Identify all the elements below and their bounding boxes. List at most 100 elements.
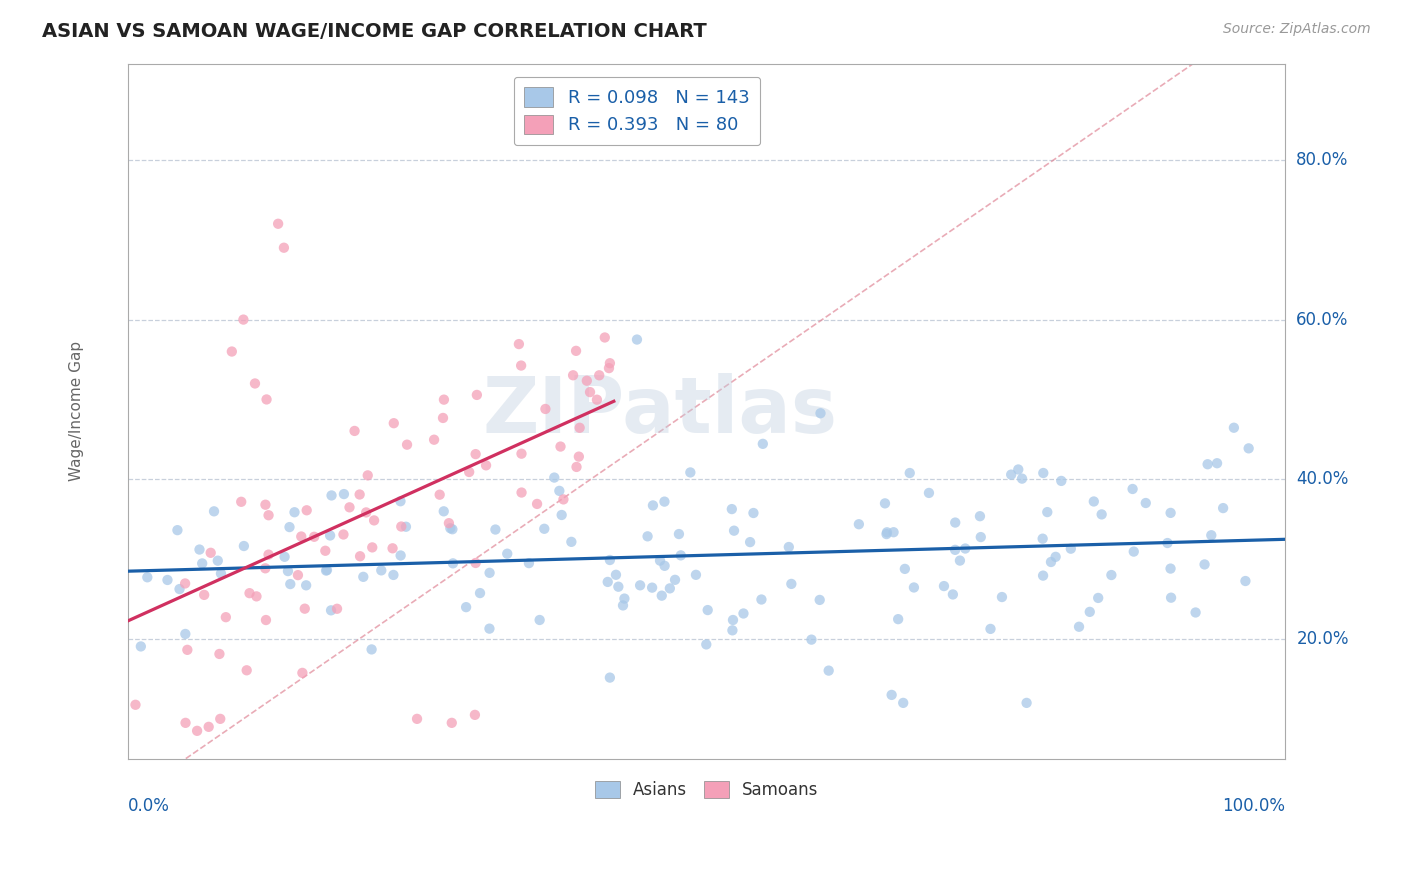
Point <box>254 561 277 575</box>
Point <box>124 698 146 712</box>
Point <box>441 522 464 536</box>
Point <box>437 516 460 531</box>
Point <box>1135 496 1157 510</box>
Point <box>475 458 498 473</box>
Point <box>949 553 972 567</box>
Point <box>588 368 610 383</box>
Point <box>1032 466 1054 480</box>
Text: 80.0%: 80.0% <box>1296 151 1348 169</box>
Point <box>943 542 966 557</box>
Point <box>245 590 267 604</box>
Point <box>654 494 676 508</box>
Point <box>942 587 965 601</box>
Point <box>283 505 305 519</box>
Point <box>464 556 486 570</box>
Text: 20.0%: 20.0% <box>1296 630 1348 648</box>
Point <box>370 563 392 577</box>
Text: Wage/Income Gap: Wage/Income Gap <box>69 342 84 482</box>
Point <box>302 530 325 544</box>
Point <box>267 217 290 231</box>
Point <box>599 356 621 370</box>
Point <box>1212 501 1234 516</box>
Point <box>810 406 832 420</box>
Point <box>1201 528 1223 542</box>
Point <box>243 376 266 391</box>
Point <box>396 438 419 452</box>
Point <box>534 401 557 416</box>
Point <box>232 312 254 326</box>
Point <box>468 586 491 600</box>
Point <box>751 592 773 607</box>
Point <box>186 723 208 738</box>
Point <box>780 577 803 591</box>
Point <box>1050 474 1073 488</box>
Point <box>880 688 903 702</box>
Point <box>543 470 565 484</box>
Point <box>339 500 361 515</box>
Point <box>496 547 519 561</box>
Point <box>333 487 356 501</box>
Point <box>658 582 681 596</box>
Point <box>332 527 354 541</box>
Point <box>478 622 501 636</box>
Point <box>432 411 454 425</box>
Point <box>1223 421 1246 435</box>
Point <box>626 333 648 347</box>
Point <box>1160 591 1182 605</box>
Point <box>1015 696 1038 710</box>
Point <box>232 539 254 553</box>
Point <box>721 624 744 638</box>
Point <box>1087 591 1109 605</box>
Point <box>628 578 651 592</box>
Point <box>294 601 316 615</box>
Point <box>575 374 598 388</box>
Point <box>526 497 548 511</box>
Point <box>1067 620 1090 634</box>
Point <box>1091 508 1114 522</box>
Point <box>918 486 941 500</box>
Point <box>1083 494 1105 508</box>
Point <box>290 529 312 543</box>
Point <box>510 485 533 500</box>
Point <box>979 622 1001 636</box>
Point <box>1160 561 1182 575</box>
Point <box>565 459 588 474</box>
Point <box>389 494 412 508</box>
Point <box>1000 467 1022 482</box>
Point <box>668 527 690 541</box>
Point <box>433 392 456 407</box>
Point <box>1007 462 1029 476</box>
Point <box>654 558 676 573</box>
Point <box>800 632 823 647</box>
Point <box>651 589 673 603</box>
Point <box>1060 541 1083 556</box>
Point <box>1045 549 1067 564</box>
Point <box>970 530 993 544</box>
Point <box>733 607 755 621</box>
Point <box>169 582 191 596</box>
Point <box>599 671 621 685</box>
Point <box>349 549 371 564</box>
Point <box>991 590 1014 604</box>
Point <box>129 640 152 654</box>
Point <box>593 330 616 344</box>
Point <box>876 527 898 541</box>
Point <box>441 557 464 571</box>
Point <box>257 548 280 562</box>
Point <box>599 553 621 567</box>
Point <box>278 577 301 591</box>
Point <box>1194 558 1216 572</box>
Point <box>458 465 481 479</box>
Point <box>510 359 533 373</box>
Point <box>1032 532 1054 546</box>
Point <box>440 715 463 730</box>
Point <box>1011 472 1033 486</box>
Point <box>254 613 277 627</box>
Point <box>752 437 775 451</box>
Point <box>641 581 664 595</box>
Point <box>221 344 243 359</box>
Point <box>1078 605 1101 619</box>
Point <box>738 535 761 549</box>
Point <box>550 440 572 454</box>
Point <box>273 241 295 255</box>
